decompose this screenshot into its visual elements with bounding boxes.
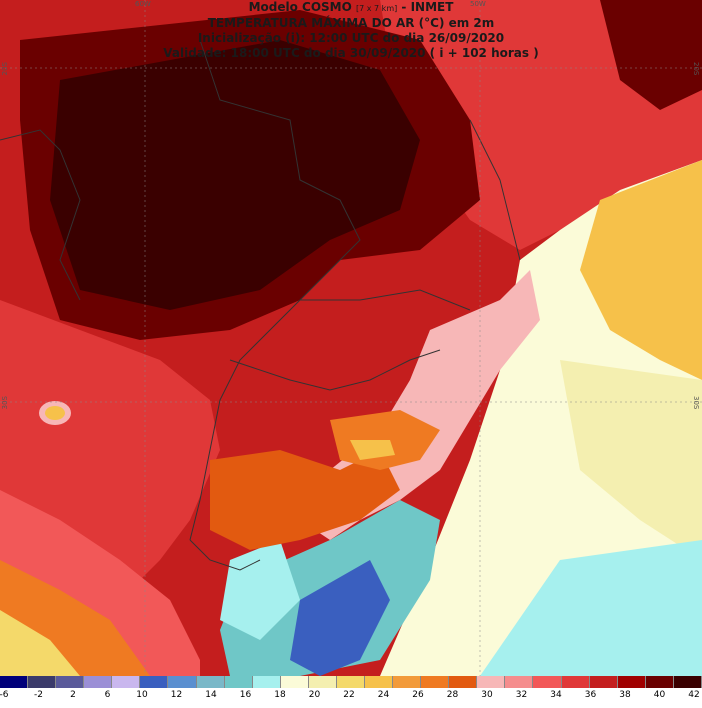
legend-swatch [280, 676, 309, 688]
legend-tick-label: 2 [70, 690, 76, 700]
title-line-4: Validade: 18:00 UTC do dia 30/09/2020 ( … [163, 46, 539, 60]
title-line-3: Inicialização (i): 12:00 UTC do dia 26/0… [197, 31, 505, 45]
legend-swatch [589, 676, 618, 688]
field-ocean-light-yellow [560, 360, 702, 560]
field-ne-dark [600, 0, 702, 110]
legend-tick-label: 30 [481, 690, 493, 700]
legend-tick-label: 42 [688, 690, 700, 700]
legend-tick-label: 28 [446, 690, 459, 700]
legend-tick-label: 12 [170, 690, 183, 700]
legend-tick-label: 10 [136, 690, 148, 700]
legend-swatch [28, 676, 57, 688]
model-name: Modelo COSMO [248, 0, 352, 14]
legend-swatch [561, 676, 590, 688]
color-legend: -6 -2 2 6 10 12 14 16 18 20 22 24 26 28 30 32 34 36 38 40 42 [0, 676, 702, 708]
legend-swatch [449, 676, 478, 688]
model-resolution: [7 x 7 km] [356, 4, 398, 13]
legend-swatch [0, 676, 29, 688]
field-coast-yellow-spot [350, 440, 395, 460]
temperature-map [0, 0, 702, 676]
legend-tick-label: 18 [274, 690, 286, 700]
legend-tick-label: 14 [205, 690, 217, 700]
legend-swatch [505, 676, 534, 688]
map-canvas [0, 0, 702, 676]
legend-swatch [168, 676, 197, 688]
grid-label-20s-left: 20S [1, 62, 9, 76]
legend-tick-label: 32 [515, 690, 528, 700]
legend-swatch [365, 676, 394, 688]
field-south-cyan [220, 540, 300, 640]
legend-tick-labels: -6 -2 2 6 10 12 14 16 18 20 22 24 26 28 30 32 34 36 38 40 42 [0, 690, 702, 704]
legend-tick-label: 36 [584, 690, 597, 700]
legend-tick-label: 26 [412, 690, 424, 700]
field-south-blue [290, 560, 390, 676]
legend-swatch [645, 676, 674, 688]
legend-swatch [673, 676, 702, 688]
field-sw-yellow [0, 610, 80, 676]
legend-tick-label: 24 [377, 690, 390, 700]
grid-label-60w: 60W [135, 0, 151, 8]
legend-swatch [84, 676, 113, 688]
field-ocean-cyan [480, 540, 702, 676]
grid-label-30s-left: 30S [1, 396, 9, 410]
grid-label-50w: 50W [470, 0, 486, 8]
legend-tick-label: 20 [308, 690, 321, 700]
model-source: - INMET [401, 0, 454, 14]
legend-swatch [56, 676, 85, 688]
field-pampas-orange [210, 450, 400, 550]
legend-tick-label: 34 [550, 690, 562, 700]
lat-lon-grid [0, 0, 702, 676]
legend-swatch [252, 676, 281, 688]
legend-tick-label: 6 [104, 690, 111, 700]
legend-swatch [393, 676, 422, 688]
legend-color-bar [0, 676, 702, 688]
map-title: Modelo COSMO [7 x 7 km] - INMET TEMPERAT… [0, 0, 702, 61]
field-ocean-yellow [580, 160, 702, 380]
title-line-1: Modelo COSMO [7 x 7 km] - INMET [0, 0, 702, 16]
legend-swatch [533, 676, 562, 688]
field-hotspot-core [45, 406, 65, 420]
field-darkest-core [50, 40, 420, 310]
legend-tick-label: 40 [653, 690, 666, 700]
legend-swatch [308, 676, 337, 688]
legend-swatch [617, 676, 646, 688]
legend-swatch [112, 676, 141, 688]
legend-swatch [196, 676, 225, 688]
legend-tick-label: 22 [343, 690, 355, 700]
legend-swatch [224, 676, 253, 688]
legend-tick-label: 16 [239, 690, 252, 700]
legend-tick-label: 38 [619, 690, 631, 700]
title-line-2: TEMPERATURA MÁXIMA DO AR (°C) em 2m [207, 16, 495, 30]
legend-swatch [421, 676, 450, 688]
legend-swatch [140, 676, 169, 688]
legend-swatch [477, 676, 506, 688]
legend-tick-label: -6 [0, 690, 9, 700]
grid-label-20s-right: 20S [692, 62, 700, 76]
legend-tick-label: -2 [34, 690, 43, 700]
grid-label-30s-right: 30S [692, 396, 700, 410]
legend-swatch [336, 676, 366, 688]
